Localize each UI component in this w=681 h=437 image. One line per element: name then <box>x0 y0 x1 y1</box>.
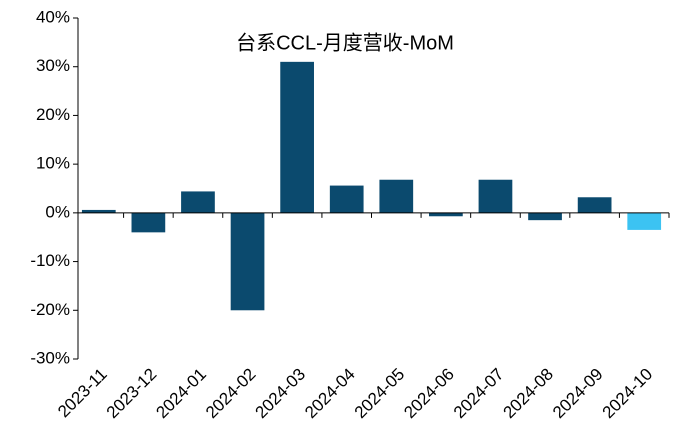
bar <box>181 191 215 213</box>
chart-title: 台系CCL-月度营收-MoM <box>236 31 454 54</box>
bar <box>478 179 513 213</box>
x-tick-label: 2023-12 <box>103 365 161 423</box>
x-tick-label: 2023-11 <box>54 365 111 422</box>
x-tick-label: 2024-10 <box>599 365 657 423</box>
bar <box>429 212 463 217</box>
x-tick-label: 2024-04 <box>301 365 359 423</box>
y-tick-label: 0% <box>45 202 70 221</box>
bar <box>379 179 414 213</box>
bar <box>329 185 364 213</box>
y-tick-label: -30% <box>30 348 70 367</box>
bar <box>131 212 166 233</box>
bar <box>627 212 662 230</box>
y-tick-label: 40% <box>36 7 70 26</box>
y-tick-label: -20% <box>30 300 70 319</box>
bar <box>81 209 116 213</box>
x-tick-label: 2024-08 <box>499 365 557 423</box>
bar <box>528 212 562 221</box>
x-tick-label: 2024-01 <box>152 365 210 423</box>
bar <box>230 212 265 311</box>
y-tick-label: 20% <box>36 105 70 124</box>
x-tick-label: 2024-09 <box>549 365 607 423</box>
x-tick-label: 2024-05 <box>351 365 409 423</box>
bar <box>280 61 314 213</box>
x-tick-label: 2024-03 <box>252 365 310 423</box>
x-tick-label: 2024-06 <box>400 365 458 423</box>
y-tick-label: -10% <box>30 251 70 270</box>
x-tick-label: 2024-07 <box>450 365 508 423</box>
bar <box>577 197 612 213</box>
y-tick-label: 30% <box>36 56 70 75</box>
x-tick-label: 2024-02 <box>202 365 260 423</box>
y-tick-label: 10% <box>36 154 70 173</box>
